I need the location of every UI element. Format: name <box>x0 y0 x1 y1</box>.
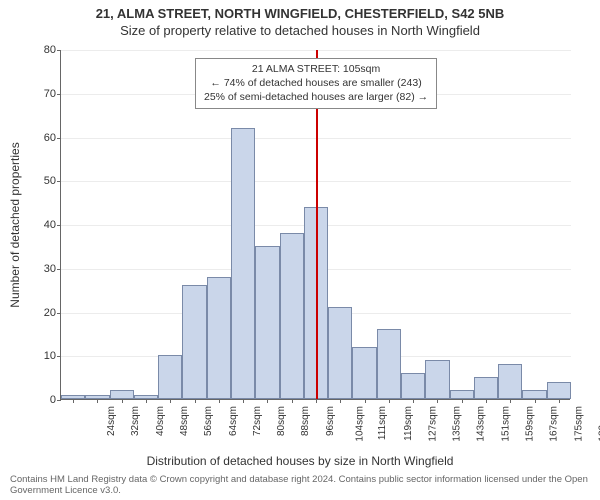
x-tick-label: 127sqm <box>427 406 438 442</box>
x-tick-label: 56sqm <box>203 406 214 436</box>
y-tick-label: 40 <box>44 219 56 231</box>
y-axis-label: Number of detached properties <box>8 142 22 307</box>
callout-line: ← 74% of detached houses are smaller (24… <box>204 76 428 90</box>
histogram-bar <box>425 360 449 399</box>
x-tick-label: 24sqm <box>106 406 117 436</box>
x-tick-label: 80sqm <box>276 406 287 436</box>
x-tick-label: 119sqm <box>402 406 413 441</box>
histogram-bar <box>547 382 571 400</box>
histogram-bar <box>255 246 279 399</box>
y-tick-label: 0 <box>50 394 56 406</box>
x-tick-label: 159sqm <box>525 406 536 442</box>
x-tick-label: 88sqm <box>300 406 311 436</box>
x-axis-label: Distribution of detached houses by size … <box>0 454 600 468</box>
x-tick-label: 32sqm <box>130 406 141 436</box>
y-tick-label: 30 <box>44 263 56 275</box>
x-tick-label: 175sqm <box>573 406 584 442</box>
x-tick-label: 135sqm <box>452 406 463 442</box>
histogram-bar <box>207 277 231 400</box>
histogram-bar <box>352 347 376 400</box>
callout-line: 25% of semi-detached houses are larger (… <box>204 90 428 104</box>
y-tick-label: 10 <box>44 350 56 362</box>
y-tick-label: 60 <box>44 132 56 144</box>
histogram-bar <box>498 364 522 399</box>
histogram-bar <box>280 233 304 399</box>
x-tick-label: 111sqm <box>377 406 388 440</box>
histogram-bar <box>474 377 498 399</box>
x-tick-label: 143sqm <box>476 406 487 442</box>
y-tick-label: 50 <box>44 175 56 187</box>
histogram-bar <box>377 329 401 399</box>
chart-title-line1: 21, ALMA STREET, NORTH WINGFIELD, CHESTE… <box>0 6 600 21</box>
y-tick-label: 80 <box>44 44 56 56</box>
histogram-bar <box>450 390 474 399</box>
histogram-bar <box>231 128 255 399</box>
x-tick-label: 48sqm <box>179 406 190 436</box>
plot-area: 21 ALMA STREET: 105sqm← 74% of detached … <box>60 50 570 400</box>
x-tick-label: 151sqm <box>500 406 511 442</box>
x-tick-label: 72sqm <box>252 406 263 436</box>
y-tick-label: 70 <box>44 88 56 100</box>
x-tick-label: 64sqm <box>228 406 239 436</box>
attribution-text: Contains HM Land Registry data © Crown c… <box>10 474 600 496</box>
marker-callout: 21 ALMA STREET: 105sqm← 74% of detached … <box>195 58 437 109</box>
histogram-bar <box>110 390 134 399</box>
x-tick-label: 40sqm <box>155 406 166 436</box>
histogram-bar <box>158 355 182 399</box>
histogram-bar <box>182 285 206 399</box>
x-tick-label: 104sqm <box>355 406 366 442</box>
callout-line: 21 ALMA STREET: 105sqm <box>204 62 428 76</box>
histogram-bar <box>522 390 546 399</box>
x-tick-label: 96sqm <box>325 406 336 436</box>
histogram-bar <box>328 307 352 399</box>
chart-title-line2: Size of property relative to detached ho… <box>0 23 600 38</box>
x-tick-label: 167sqm <box>549 406 560 442</box>
histogram-bar <box>401 373 425 399</box>
y-tick-label: 20 <box>44 307 56 319</box>
